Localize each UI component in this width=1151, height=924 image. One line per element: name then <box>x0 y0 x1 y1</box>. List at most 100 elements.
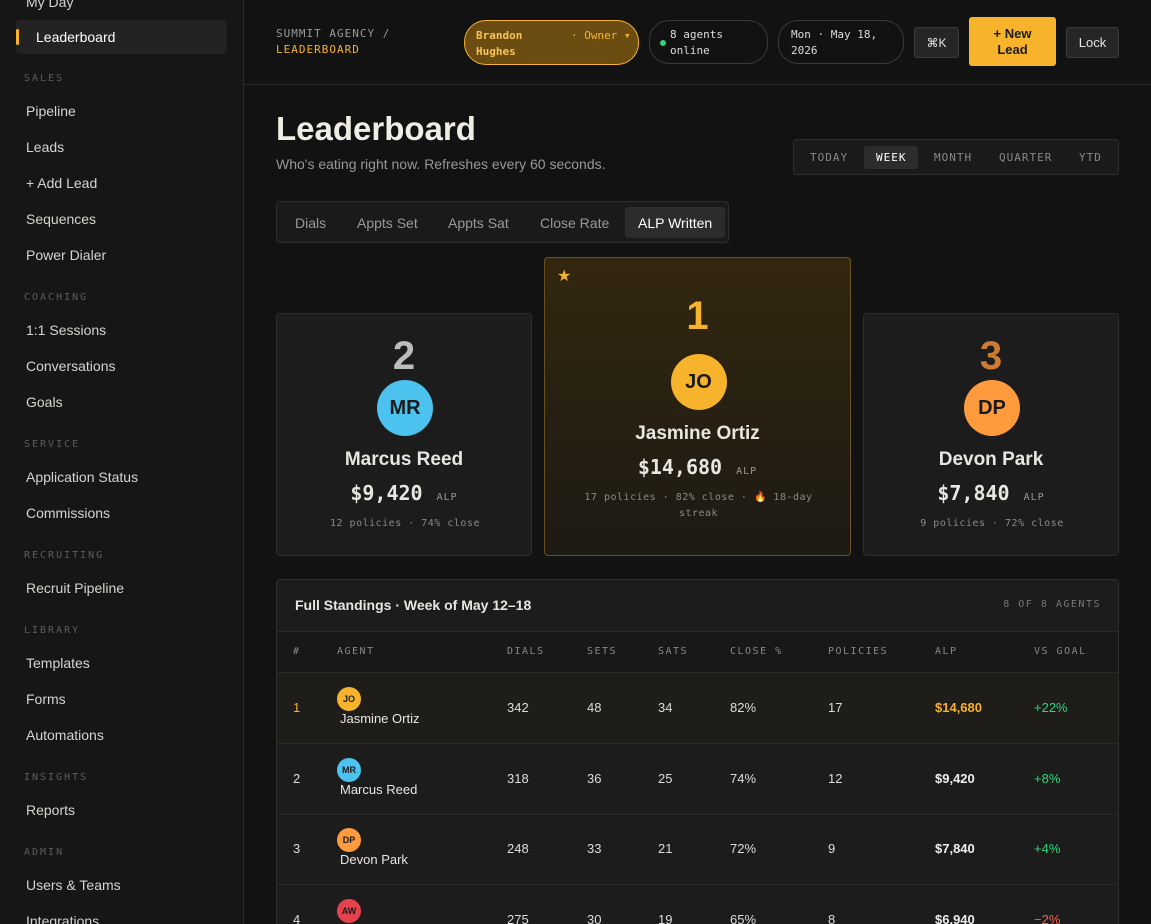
row-cell: $9,420 <box>935 770 975 786</box>
row-rank: 4 <box>293 911 301 924</box>
nav-item[interactable]: Templates <box>26 655 90 671</box>
status-dot <box>660 40 666 46</box>
nav-item[interactable]: Automations <box>26 727 104 743</box>
nav-item[interactable]: Leaderboard <box>36 29 116 45</box>
metric-tab[interactable]: Close Rate <box>540 215 610 231</box>
nav-item[interactable]: Pipeline <box>26 103 76 119</box>
nav-item[interactable]: Recruit Pipeline <box>26 580 125 596</box>
podium-amount: $14,680 <box>637 455 723 479</box>
row-avatar: AW <box>337 898 361 923</box>
row-cell: 318 <box>507 770 529 786</box>
metric-tab[interactable]: Appts Set <box>357 215 418 231</box>
metric-tabs: Dials Appts Set Appts Sat Close Rate ALP Wri… <box>276 201 729 243</box>
podium-amount-row: $7,840 ALP <box>864 481 1118 505</box>
podium-amount: $9,420 <box>350 481 423 505</box>
user-role: · Owner ▾ <box>571 29 631 42</box>
user-pill[interactable]: Brandon Hughes · Owner ▾ <box>464 20 639 65</box>
column-header: POLICIES <box>828 646 889 657</box>
column-header: DIALS <box>507 646 545 657</box>
podium-unit: ALP <box>1023 492 1045 503</box>
nav-item[interactable]: 1:1 Sessions <box>26 322 107 338</box>
nav-item[interactable]: Reports <box>26 802 76 818</box>
row-cell: 9 <box>828 841 836 856</box>
row-cell: 34 <box>658 700 673 715</box>
standings-table: Full Standings · Week of May 12–18 8 OF 8… <box>276 579 1119 924</box>
column-header: SATS <box>658 646 689 657</box>
page-title: Leaderboard <box>276 110 476 147</box>
table-row[interactable] <box>277 744 1118 815</box>
period-tab[interactable]: QUARTER <box>999 151 1053 164</box>
nav-item[interactable]: Sequences <box>26 211 97 227</box>
row-cell: 275 <box>507 911 529 924</box>
nav-item[interactable]: Goals <box>26 394 63 410</box>
podium-amount-row: $9,420 ALP <box>277 481 531 505</box>
new-lead-button[interactable]: + New Lead <box>969 17 1056 66</box>
nav-item[interactable]: Leads <box>26 139 65 155</box>
user-name: Brandon Hughes <box>476 29 523 58</box>
period-tab[interactable]: TODAY <box>810 151 849 164</box>
row-avatar: MR <box>337 757 361 782</box>
row-cell: 82% <box>730 700 757 715</box>
shortcut-button[interactable]: ⌘K <box>914 27 959 58</box>
nav-item[interactable]: Forms <box>26 691 66 707</box>
column-header: VS GOAL <box>1034 646 1087 657</box>
row-cell: +8% <box>1034 770 1061 786</box>
podium-badge: ★ <box>557 268 572 285</box>
podium-amount-row: $14,680 ALP <box>545 455 850 479</box>
nav-item[interactable]: + Add Lead <box>26 175 98 191</box>
metric-tab[interactable]: ALP Written <box>638 215 713 231</box>
nav-item[interactable]: Application Status <box>26 469 139 485</box>
row-cell: 48 <box>587 700 602 715</box>
row-cell: $7,840 <box>935 841 975 856</box>
nav-item[interactable]: Commissions <box>26 505 111 521</box>
nav-active-bg <box>16 20 227 54</box>
sidebar <box>0 0 244 924</box>
podium-meta: 9 policies · 72% close <box>920 518 1064 529</box>
breadcrumb: SUMMIT AGENCY / <box>276 27 391 40</box>
period-tabs: TODAY WEEK MONTH QUARTER YTD <box>793 139 1119 175</box>
row-cell: $6,940 <box>935 911 975 924</box>
period-tab[interactable]: YTD <box>1079 151 1102 164</box>
table-row[interactable] <box>277 885 1118 924</box>
row-cell: 30 <box>587 911 602 924</box>
podium-amount: $7,840 <box>937 481 1010 505</box>
metric-active <box>625 207 725 238</box>
status-text: 8 agents online <box>670 28 723 57</box>
page-subtitle: Who's eating right now. Refreshes every … <box>276 156 606 172</box>
podium-avatar: MR <box>377 380 433 436</box>
nav-item[interactable]: Power Dialer <box>26 247 107 263</box>
row-rank: 1 <box>293 700 301 715</box>
row-cell: 74% <box>730 770 757 786</box>
lock-button[interactable]: Lock <box>1066 27 1119 58</box>
metric-tab[interactable]: Dials <box>295 215 327 231</box>
nav-item[interactable]: Conversations <box>26 358 116 374</box>
metric-tab[interactable]: Appts Sat <box>448 215 509 231</box>
row-cell: $14,680 <box>935 700 982 715</box>
period-tab[interactable]: MONTH <box>934 151 973 164</box>
row-cell: 12 <box>828 770 843 786</box>
nav-item[interactable]: Users & Teams <box>26 877 121 893</box>
row-cell: 17 <box>828 700 843 715</box>
row-cell: 19 <box>658 911 673 924</box>
row-name: Devon Park <box>340 852 408 867</box>
section-label: LIBRARY <box>24 625 81 636</box>
nav-item[interactable]: Integrations <box>26 913 100 924</box>
podium-card: ★ 1 JO Jasmine Ortiz $14,680 ALP 17 policies ·… <box>544 257 851 556</box>
period-tab[interactable]: WEEK <box>876 151 907 164</box>
section-label: SERVICE <box>24 439 81 450</box>
podium-rank: 1 <box>686 294 709 338</box>
nav-item[interactable]: My Day <box>26 0 74 10</box>
standings-count: 8 OF 8 AGENTS <box>1003 599 1101 610</box>
podium-avatar: DP <box>964 380 1020 436</box>
table-row[interactable] <box>277 673 1118 744</box>
row-cell: 72% <box>730 841 757 856</box>
nav-active-bar <box>16 29 19 45</box>
row-cell: 33 <box>587 841 602 856</box>
table-row[interactable] <box>277 814 1118 885</box>
table-header-bg <box>277 631 1118 673</box>
section-label: ADMIN <box>24 847 65 858</box>
row-name: Marcus Reed <box>340 781 418 797</box>
podium-rank: 2 <box>392 334 416 378</box>
row-cell: +22% <box>1034 700 1068 715</box>
